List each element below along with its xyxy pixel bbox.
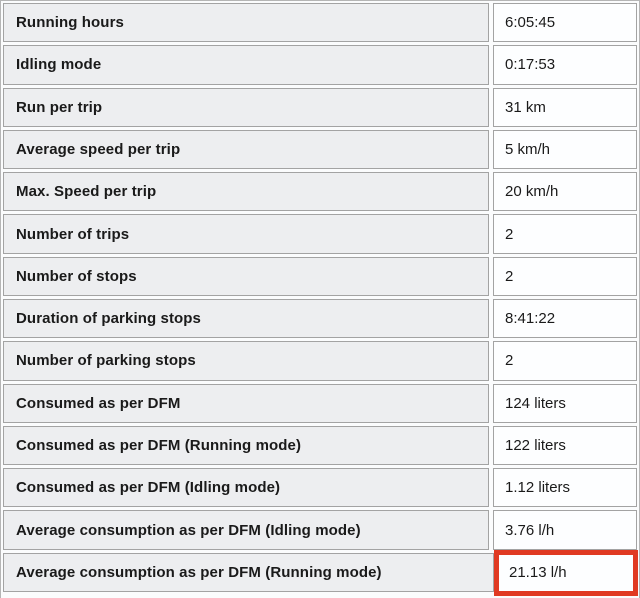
parameter-value: 1.12 liters [493,468,637,508]
table-row: Number of parking stops 2 [3,341,637,381]
parameter-label: Consumed as per DFM (Idling mode) [3,468,489,508]
parameter-value: 2 [493,214,637,254]
parameter-label: Number of parking stops [3,341,489,381]
parameter-label: Average speed per trip [3,129,489,170]
parameter-value: 5 km/h [493,129,637,170]
parameter-label: Running hours [3,3,489,43]
table-row: Average consumption as per DFM (Idling m… [3,510,637,550]
parameter-label: Number of stops [3,256,489,296]
parameter-value: 3.76 l/h [493,510,637,550]
table-row: Consumed as per DFM 124 liters [3,383,637,423]
parameter-value: 2 [493,256,637,296]
table-row: Average consumption as per DFM (Running … [3,549,638,596]
table-row: Running hours 6:05:45 [3,3,637,43]
table-row: Number of stops 2 [3,256,637,296]
table-row: Number of trips 2 [3,214,637,254]
table-row: Duration of parking stops 8:41:22 [3,298,637,339]
parameter-value: 122 liters [493,425,637,466]
parameter-value: 124 liters [493,383,637,423]
table-row: Average speed per trip 5 km/h [3,129,637,170]
table-row: Consumed as per DFM (Running mode) 122 l… [3,425,637,466]
parameter-label: Average consumption as per DFM (Idling m… [3,510,489,550]
parameter-label: Run per trip [3,87,489,127]
parameter-label: Consumed as per DFM [3,383,489,423]
table-row: Max. Speed per trip 20 km/h [3,172,637,212]
parameter-value: 31 km [493,87,637,127]
parameter-value: 6:05:45 [493,3,637,43]
parameter-label: Max. Speed per trip [3,172,489,212]
table-row: Run per trip 31 km [3,87,637,127]
parameter-label: Idling mode [3,45,489,85]
parameter-label: Consumed as per DFM (Running mode) [3,425,489,466]
parameter-value: 8:41:22 [493,298,637,339]
parameter-value: 0:17:53 [493,45,637,85]
parameter-value: 20 km/h [493,172,637,212]
parameter-label: Duration of parking stops [3,298,489,339]
parameter-label: Average consumption as per DFM (Running … [3,552,494,592]
parameter-label: Number of trips [3,214,489,254]
table-row: Idling mode 0:17:53 [3,45,637,85]
parameter-value: 2 [493,341,637,381]
table-row: Consumed as per DFM (Idling mode) 1.12 l… [3,468,637,508]
parameter-value-highlighted: 21.13 l/h [494,549,638,596]
